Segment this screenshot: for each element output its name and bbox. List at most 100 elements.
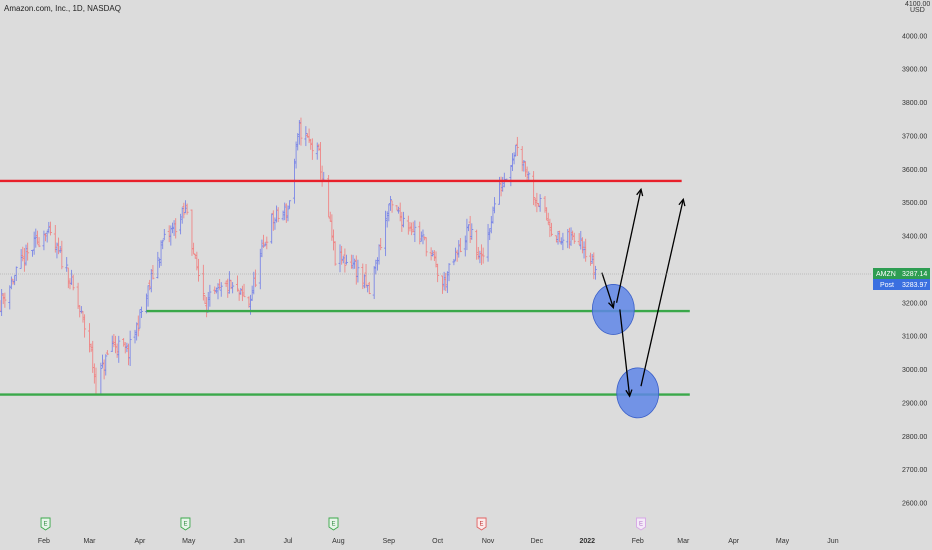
- ohlc-bar-up: [0, 289, 4, 317]
- earnings-marker: E: [328, 517, 339, 531]
- ohlc-bar-down: [265, 236, 269, 250]
- ohlc-bar-down: [66, 267, 70, 289]
- ohlc-bar-up: [65, 257, 69, 272]
- ohlc-bar-down: [271, 210, 275, 231]
- ohlc-bar-down: [340, 245, 344, 265]
- ohlc-bar-up: [263, 242, 267, 247]
- ohlc-bar-down: [174, 218, 178, 239]
- ohlc-bar-down: [167, 225, 171, 243]
- ohlc-bar-down: [81, 311, 85, 323]
- ohlc-bar-up: [582, 241, 586, 259]
- ohlc-bar-up: [454, 247, 458, 261]
- price-tick-label: 3700.00: [902, 133, 927, 140]
- time-axis-label: 2022: [580, 538, 596, 545]
- ohlc-bar-up: [315, 142, 319, 160]
- ohlc-bar-up: [180, 207, 184, 224]
- ohlc-bar-down: [195, 251, 199, 271]
- ohlc-bar-up: [42, 230, 46, 251]
- ohlc-bar-down: [22, 247, 26, 272]
- ohlc-bar-up: [470, 223, 474, 240]
- ohlc-bar-down: [558, 230, 562, 243]
- time-axis-label: Dec: [531, 538, 544, 545]
- ohlc-bar-up: [463, 235, 467, 257]
- ohlc-bar-up: [270, 213, 274, 244]
- ohlc-bar-up: [273, 217, 277, 230]
- ohlc-bar-up: [457, 240, 461, 258]
- time-axis-label: Feb: [632, 538, 644, 545]
- projection-arrow: [601, 272, 615, 310]
- ohlc-bar-down: [476, 247, 480, 260]
- time-axis-label: Feb: [38, 538, 50, 545]
- time-axis-label: Jun: [827, 538, 838, 545]
- ohlc-bar-up: [9, 276, 13, 290]
- projection-arrows: [601, 187, 686, 398]
- ohlc-bar-down: [444, 272, 448, 292]
- ohlc-bar-up: [385, 211, 389, 228]
- earnings-marker: E: [40, 517, 51, 531]
- ohlc-bar-up: [514, 144, 518, 157]
- ohlc-bar-down: [584, 238, 588, 262]
- ohlc-bar-up: [125, 342, 129, 353]
- ohlc-bar-down: [320, 165, 324, 187]
- ohlc-bar-up: [345, 254, 349, 265]
- ohlc-bar-up: [140, 306, 144, 319]
- ohlc-bar-down: [299, 117, 303, 146]
- ohlc-bar-up: [100, 354, 104, 368]
- ohlc-bar-down: [122, 338, 126, 347]
- ohlc-bar-down: [455, 249, 459, 262]
- ohlc-bar-down: [411, 221, 415, 233]
- drawn-levels: [0, 179, 690, 396]
- last-price-label: 3287.14: [902, 271, 927, 278]
- ohlc-bar-down: [102, 359, 106, 380]
- ohlc-bar-down: [71, 274, 75, 291]
- ohlc-bar-down: [91, 340, 95, 373]
- price-tick-label: 3400.00: [902, 234, 927, 241]
- ohlc-bar-up: [465, 218, 469, 251]
- ohlc-bar-up: [366, 285, 370, 293]
- time-axis-label: Apr: [728, 538, 740, 545]
- ohlc-bar-down: [400, 211, 404, 232]
- ohlc-bar-up: [294, 141, 298, 169]
- ohlc-bar-up: [559, 237, 563, 245]
- ohlc-bar-down: [577, 233, 581, 246]
- ohlc-bar-up: [157, 258, 161, 268]
- ohlc-bar-down: [218, 279, 222, 290]
- ohlc-bar-up: [493, 197, 497, 214]
- ohlc-bar-up: [375, 257, 379, 271]
- ohlc-bar-up: [156, 251, 160, 279]
- ohlc-bar-up: [491, 206, 495, 224]
- ohlc-bar-down: [242, 283, 246, 298]
- price-axis-top-label: 4100.00: [905, 1, 930, 8]
- ohlc-bar-down: [224, 280, 228, 287]
- ohlc-bar-down: [468, 215, 472, 244]
- ohlc-bar-up: [286, 205, 290, 222]
- price-axis[interactable]: 4100.00 USD 4000.00 3900.00 3800.00 3700.00…: [902, 1, 930, 508]
- ohlc-bar-up: [172, 220, 176, 236]
- ohlc-bar-up: [538, 194, 542, 212]
- ohlc-bar-down: [410, 222, 414, 236]
- ohlc-bar-up: [206, 291, 210, 313]
- ohlc-bar-up: [296, 133, 300, 151]
- ohlc-bar-down: [398, 202, 402, 222]
- ohlc-bar-up: [362, 274, 366, 289]
- ohlc-bar-down: [1, 293, 5, 305]
- ohlc-bar-up: [183, 200, 187, 214]
- ohlc-bar-down: [571, 230, 575, 241]
- ohlc-bar-down: [432, 250, 436, 262]
- ohlc-bar-up: [149, 269, 153, 293]
- ohlc-bar-up: [488, 228, 492, 241]
- ohlc-bar-up: [452, 258, 456, 266]
- price-tick-label: 2600.00: [902, 501, 927, 508]
- ohlc-bar-up: [159, 240, 163, 266]
- ohlc-bar-down: [554, 235, 558, 243]
- ohlc-bar-down: [92, 363, 96, 384]
- last-price-tag: [898, 268, 930, 279]
- ohlc-bar-down: [310, 138, 314, 160]
- ohlc-bar-up: [110, 335, 114, 352]
- ohlc-bar-down: [3, 292, 7, 308]
- ohlc-bar-down: [196, 258, 200, 282]
- time-axis[interactable]: Feb Mar Apr May Jun Jul Aug Sep Oct Nov Dec 2022 Feb…: [38, 538, 839, 545]
- ohlc-bar-up: [445, 271, 449, 294]
- ohlc-bar-down: [151, 265, 155, 280]
